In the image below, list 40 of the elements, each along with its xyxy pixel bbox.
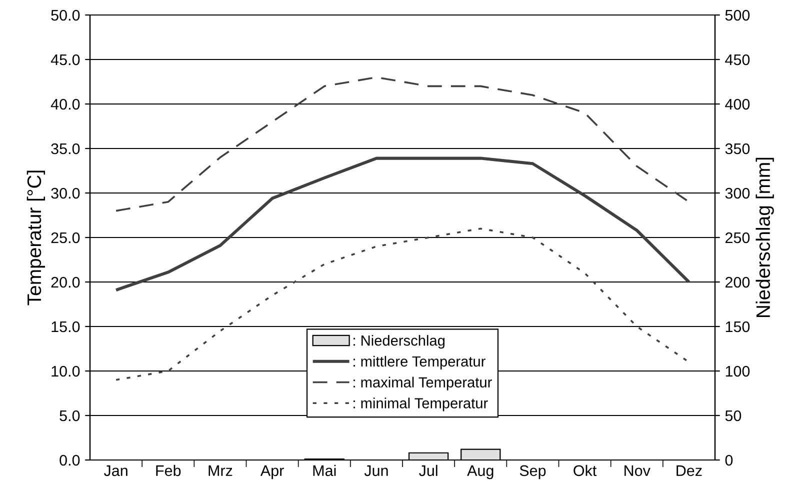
y-tick-label: 5.0 (60, 410, 80, 422)
y-tick-label: 20.0 (51, 276, 80, 288)
legend-label: : mittlere Temperatur (354, 356, 486, 370)
y-axis-title: Temperatur [°C] (26, 170, 45, 306)
x-tick-label: Jan (104, 465, 128, 476)
y2-tick-label: 0 (725, 454, 733, 466)
x-tick-label: Jun (364, 465, 388, 476)
x-tick-label: Okt (574, 464, 597, 476)
y2-axis-title: Niederschlag [mm] (756, 158, 774, 317)
x-tick-label: Feb (156, 464, 181, 476)
legend-label: : minimal Temperatur (354, 398, 488, 412)
y-tick-label: 40.0 (50, 98, 80, 110)
y-tick-label: 30.0 (51, 188, 80, 199)
x-tick-label: Mrz (208, 465, 232, 476)
y2-tick-label: 400 (725, 98, 750, 110)
y2-tick-label: 50 (725, 410, 742, 422)
y-tick-label: 15.0 (52, 321, 80, 332)
y-tick-label: 25.0 (51, 232, 80, 244)
x-tick-label: Aug (467, 465, 494, 480)
y-tick-label: 35.0 (51, 143, 80, 154)
x-tick-label: Dez (676, 465, 702, 476)
y-tick-label: 10.0 (52, 366, 80, 377)
x-tick-label: Nov (624, 465, 650, 476)
y2-tick-label: 500 (725, 10, 750, 21)
y2-tick-label: 350 (725, 143, 750, 154)
y-tick-label: 50.0 (51, 10, 80, 21)
x-tick-label: Mai (313, 464, 336, 476)
y-tick-label: 45.0 (50, 54, 80, 66)
y2-tick-label: 450 (725, 54, 750, 66)
legend-label: : Niederschlag (354, 335, 444, 349)
y-tick-label: 0.0 (60, 454, 80, 466)
y2-tick-label: 300 (725, 188, 750, 199)
y2-tick-label: 150 (726, 321, 750, 332)
x-tick-label: Sep (520, 465, 546, 480)
y2-tick-label: 100 (726, 366, 750, 377)
y2-tick-label: 200 (725, 276, 750, 288)
y2-tick-label: 250 (725, 232, 750, 244)
x-tick-label: Jul (419, 464, 438, 476)
legend-label: : maximal Temperatur (354, 376, 492, 390)
x-tick-label: Apr (260, 465, 284, 480)
